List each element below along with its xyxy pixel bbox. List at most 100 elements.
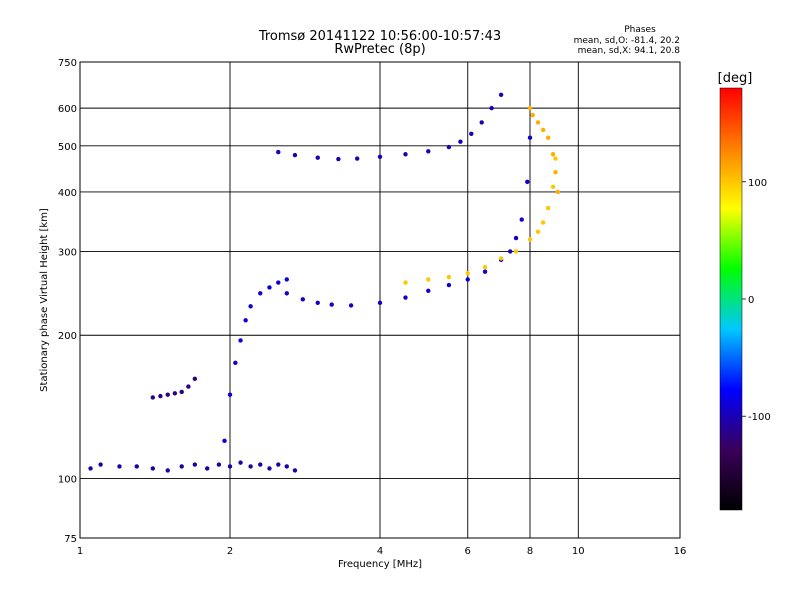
data-point xyxy=(525,179,530,185)
data-point xyxy=(150,466,156,471)
data-point xyxy=(216,462,222,467)
data-point xyxy=(192,462,198,467)
data-point xyxy=(498,92,504,97)
y-tick-label: 75 xyxy=(64,534,77,545)
data-point xyxy=(519,217,524,222)
data-point xyxy=(300,297,306,302)
data-point xyxy=(276,149,281,155)
data-point xyxy=(284,464,289,469)
x-tick-label: 10 xyxy=(572,546,585,557)
colorbar-tick-label: 0 xyxy=(748,295,754,306)
x-tick-label: 6 xyxy=(465,546,471,557)
phase-stats-heading: Phases xyxy=(624,25,656,35)
y-axis-label: Stationary phase Virtual Height [km] xyxy=(39,208,50,392)
data-point xyxy=(134,464,139,469)
data-point xyxy=(172,391,178,396)
y-tick-label: 300 xyxy=(58,247,77,258)
data-point xyxy=(479,120,484,125)
grid-lines xyxy=(80,62,680,538)
data-point xyxy=(545,135,551,140)
data-point xyxy=(165,392,170,397)
phase-stats-x: mean, sd,X: 94.1, 20.8 xyxy=(578,46,681,56)
data-point xyxy=(165,468,170,473)
data-point xyxy=(267,285,272,290)
data-point xyxy=(540,220,546,225)
data-point xyxy=(553,170,558,175)
colorbar-gradient xyxy=(719,87,743,511)
y-tick-label: 400 xyxy=(58,188,77,199)
data-point xyxy=(530,112,535,118)
colorbar-label: [deg] xyxy=(718,71,753,86)
plot-frame xyxy=(79,61,681,539)
data-point xyxy=(276,462,281,467)
data-point xyxy=(238,338,243,343)
colorbar-tick-labels: 100 0 -100 xyxy=(742,178,771,423)
data-point xyxy=(426,288,431,293)
data-point xyxy=(233,360,238,366)
data-point xyxy=(248,304,253,309)
data-point xyxy=(446,282,452,288)
data-point xyxy=(527,135,533,140)
data-point xyxy=(88,466,93,471)
data-point xyxy=(204,466,210,471)
data-point xyxy=(513,235,519,241)
data-point xyxy=(377,300,383,305)
colorbar-tick-label: 100 xyxy=(748,178,767,189)
data-point xyxy=(179,464,184,469)
data-point xyxy=(117,464,122,469)
data-point xyxy=(315,155,320,160)
data-point xyxy=(258,291,263,296)
y-tick-label: 500 xyxy=(58,142,77,153)
data-point xyxy=(535,229,541,234)
phase-colorbar: [deg] 100 0 -100 xyxy=(718,71,771,511)
data-point xyxy=(243,318,248,323)
data-point xyxy=(498,256,504,261)
data-point xyxy=(186,384,191,389)
y-tick-label: 750 xyxy=(58,58,77,69)
data-point xyxy=(550,152,556,157)
data-point xyxy=(315,300,320,305)
chart-title: Tromsø 20141122 10:56:00-10:57:43 xyxy=(258,29,501,44)
data-point xyxy=(458,139,463,144)
phase-stats-o: mean, sd,O: -81.4, 20.2 xyxy=(574,36,680,46)
data-point xyxy=(227,392,233,397)
data-point xyxy=(150,395,156,400)
data-point xyxy=(555,189,561,195)
data-point xyxy=(267,466,272,471)
x-tick-label: 1 xyxy=(77,546,83,557)
data-point xyxy=(482,264,488,270)
data-point xyxy=(179,389,184,395)
chart-subtitle: RwPretec (8p) xyxy=(334,42,425,57)
data-point xyxy=(158,393,163,399)
data-point xyxy=(403,152,408,157)
data-point xyxy=(535,120,541,125)
data-point xyxy=(550,184,556,190)
data-point xyxy=(403,295,408,300)
data-point xyxy=(354,156,360,161)
data-point xyxy=(446,274,452,280)
data-point xyxy=(284,291,289,296)
colorbar-tick-label: -100 xyxy=(748,412,771,423)
data-point xyxy=(482,269,488,274)
data-point xyxy=(258,462,263,467)
x-axis-label: Frequency [MHz] xyxy=(338,559,422,570)
data-point xyxy=(469,131,474,136)
x-tick-labels: 1 2 4 6 8 10 16 xyxy=(77,546,687,557)
data-point xyxy=(527,237,533,242)
data-point xyxy=(489,105,494,111)
data-point xyxy=(336,156,341,162)
data-point xyxy=(527,105,533,111)
data-point xyxy=(284,277,289,282)
data-point xyxy=(446,144,452,150)
data-point xyxy=(426,277,431,282)
data-point xyxy=(276,280,281,285)
data-point xyxy=(329,302,334,307)
data-point xyxy=(348,303,354,308)
data-point xyxy=(227,464,233,469)
data-point xyxy=(507,249,513,254)
data-point xyxy=(98,462,103,467)
data-point xyxy=(292,468,298,473)
x-tick-label: 16 xyxy=(674,546,687,557)
data-point xyxy=(192,376,198,381)
